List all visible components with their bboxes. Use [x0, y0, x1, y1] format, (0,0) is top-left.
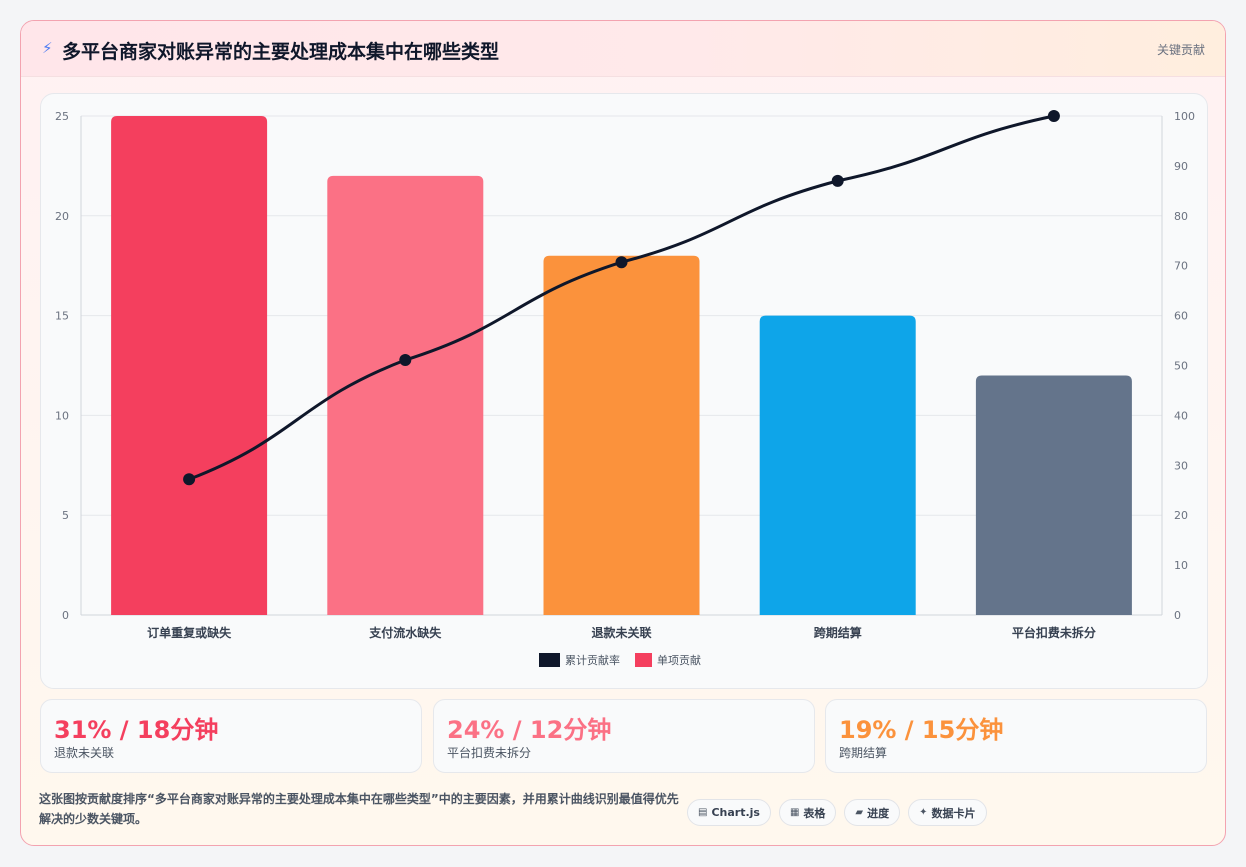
y-tick-label: 5	[62, 509, 69, 522]
x-tick-label: 退款未关联	[591, 625, 651, 640]
chip-label: 表格	[803, 806, 826, 820]
kpi-label: 平台扣费未拆分	[447, 746, 532, 760]
x-tick-label: 支付流水缺失	[368, 625, 442, 640]
page-title: 多平台商家对账异常的主要处理成本集中在哪些类型	[62, 41, 500, 63]
kpi-card-2: 24% / 12分钟 平台扣费未拆分	[433, 699, 815, 773]
legend-label: 累计贡献率	[565, 653, 620, 667]
y2-tick-label: 50	[1174, 360, 1188, 373]
legend-label: 单项贡献	[657, 653, 701, 667]
x-tick-label: 跨期结算	[814, 625, 862, 640]
bar	[975, 375, 1132, 615]
header-tag: 关键贡献	[1156, 43, 1205, 57]
bar	[759, 315, 916, 615]
kpi-value: 24% / 12分钟	[447, 716, 612, 744]
kpi-card-3: 19% / 15分钟 跨期结算	[825, 699, 1207, 773]
y2-tick-label: 100	[1174, 110, 1195, 123]
y2-tick-label: 80	[1174, 210, 1188, 223]
y2-tick-label: 30	[1174, 459, 1188, 472]
y-tick-label: 20	[55, 210, 69, 223]
legend-swatch-cumulative	[539, 653, 560, 667]
y-tick-label: 15	[55, 310, 69, 323]
x-tick-label: 平台扣费未拆分	[1012, 625, 1096, 640]
cumulative-point	[399, 354, 412, 367]
chart-icon: ▤	[698, 807, 708, 818]
chip-progress[interactable]: ▰ 进度	[844, 799, 901, 826]
y2-tick-label: 90	[1174, 160, 1188, 173]
chart-description: 这张图按贡献度排序“多平台商家对账异常的主要处理成本集中在哪些类型”中的主要因素…	[39, 792, 679, 826]
legend-swatch-single	[635, 653, 652, 667]
chip-label: Chart.js	[711, 806, 760, 819]
cumulative-point	[183, 473, 196, 486]
feature-chips: ▤ Chart.js ▦ 表格 ▰ 进度 ✦ 数据卡片	[687, 799, 987, 826]
y2-tick-label: 40	[1174, 409, 1188, 422]
bar	[327, 175, 484, 615]
y-tick-label: 25	[55, 110, 69, 123]
y2-tick-label: 10	[1174, 559, 1188, 572]
sparkle-icon: ✦	[919, 807, 928, 818]
cumulative-point	[1047, 110, 1060, 122]
lightning-icon: ⚡	[42, 39, 53, 57]
x-tick-label: 订单重复或缺失	[147, 625, 232, 640]
cumulative-point	[615, 256, 628, 269]
y2-tick-label: 20	[1174, 509, 1188, 522]
kpi-card-1: 31% / 18分钟 退款未关联	[40, 699, 422, 773]
kpi-value: 31% / 18分钟	[54, 716, 219, 744]
y-tick-label: 0	[62, 609, 69, 622]
cumulative-point	[831, 174, 844, 187]
pareto-chart-panel: 0 5 10 15 20 25 0 10 20 30 40 50 60 70 80 90 100 订单重复或缺失 支…	[40, 93, 1208, 689]
pareto-chart: 0 5 10 15 20 25 0 10 20 30 40 50 60 70 80 90 100 订单重复或缺失 支…	[55, 110, 1195, 667]
chip-label: 进度	[867, 806, 890, 820]
kpi-value: 19% / 15分钟	[839, 716, 1004, 744]
chip-data-card[interactable]: ✦ 数据卡片	[908, 799, 987, 826]
y2-tick-label: 70	[1174, 260, 1188, 273]
y-tick-label: 10	[55, 409, 69, 422]
chip-label: 数据卡片	[931, 806, 976, 820]
kpi-label: 退款未关联	[54, 746, 115, 760]
bar	[543, 255, 700, 615]
table-icon: ▦	[789, 807, 800, 818]
kpi-label: 跨期结算	[839, 746, 888, 760]
y2-tick-label: 60	[1174, 310, 1188, 323]
card-header: ⚡ 多平台商家对账异常的主要处理成本集中在哪些类型 关键贡献	[21, 21, 1225, 77]
bar	[111, 116, 268, 615]
chip-chartjs[interactable]: ▤ Chart.js	[687, 799, 771, 826]
report-card: ⚡ 多平台商家对账异常的主要处理成本集中在哪些类型 关键贡献 0 5 10 15 20 2…	[20, 20, 1226, 846]
chip-table[interactable]: ▦ 表格	[778, 799, 837, 826]
y2-tick-label: 0	[1174, 609, 1181, 622]
progress-icon: ▰	[855, 807, 864, 818]
